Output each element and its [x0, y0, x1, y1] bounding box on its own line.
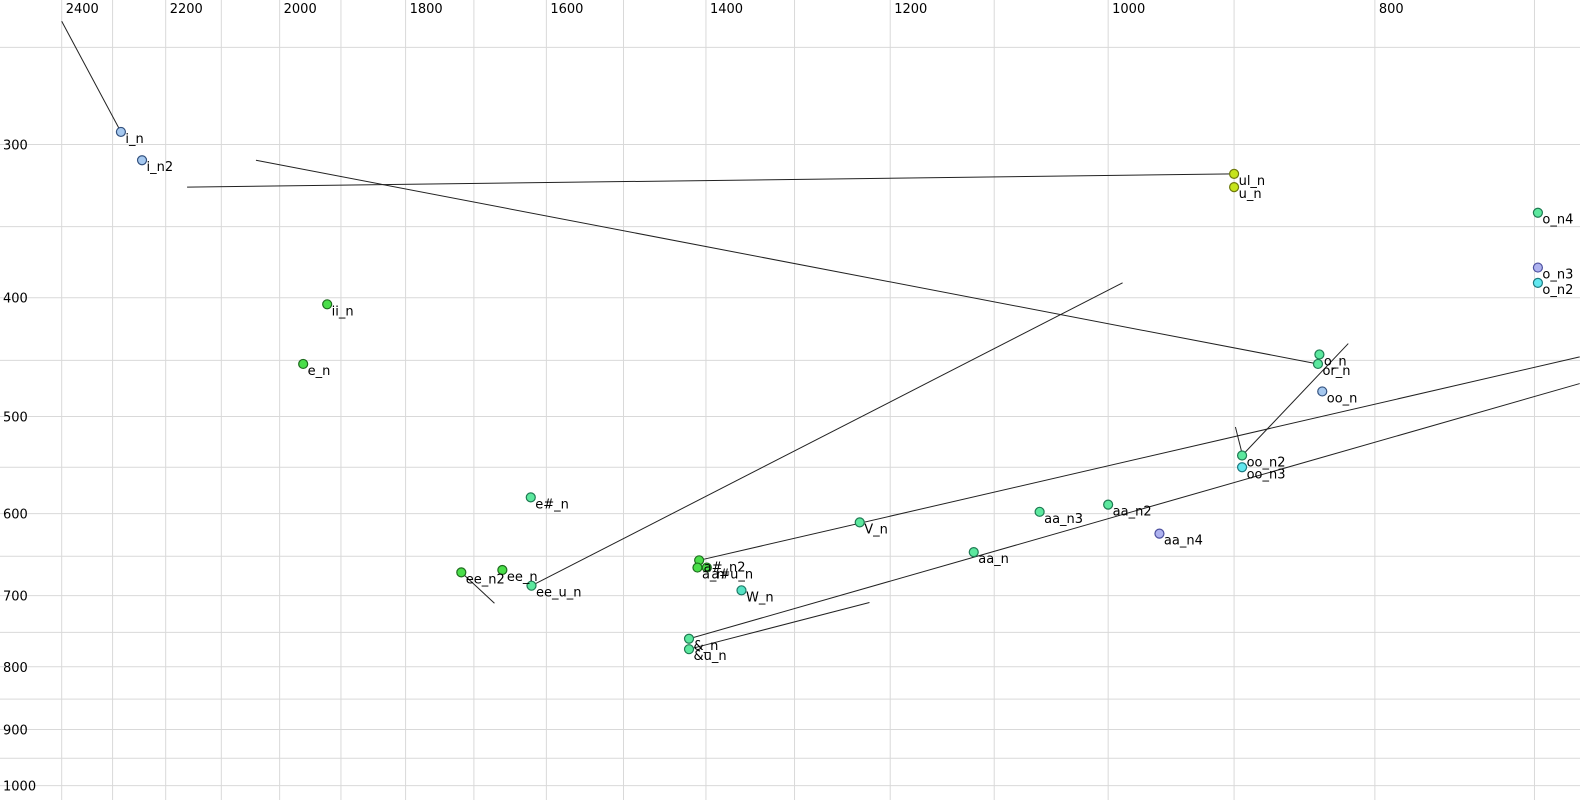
point-label-e_n: e_n	[308, 364, 331, 379]
point-or_n[interactable]	[1312, 358, 1324, 370]
y-tick-label-900: 900	[3, 724, 28, 739]
segment-ee_n2-short	[460, 571, 495, 604]
point-label-&_n: &_n	[694, 639, 719, 654]
point-e_n[interactable]	[298, 358, 309, 370]
x-tick-label-1400: 1400	[710, 2, 743, 17]
point-label-ee_u_n: ee_u_n	[536, 586, 581, 601]
point-label-ee_n: ee_n	[507, 570, 538, 585]
point-i_n2[interactable]	[136, 155, 148, 166]
point-label-V_n: V_n	[864, 522, 888, 537]
x-tick-label-1800: 1800	[410, 2, 443, 17]
data-points-layer	[115, 126, 1544, 655]
x-tick-label-1600: 1600	[550, 2, 583, 17]
point-label-o_n: o_n	[1324, 354, 1347, 369]
point-label-a_n: a_n	[702, 568, 725, 583]
segment-into-ee_u_n	[531, 282, 1123, 587]
segment-into-oo_n2-steep	[1241, 343, 1349, 456]
point-ee_n[interactable]	[497, 564, 508, 576]
y-tick-label-500: 500	[3, 411, 28, 426]
point-a_n[interactable]	[692, 562, 703, 573]
segment-&u_n-short	[688, 602, 870, 650]
x-tick-label-2200: 2200	[170, 2, 203, 17]
segment-&_n-to-edge	[688, 383, 1580, 640]
point-label-or_n: or_n	[1322, 364, 1350, 379]
point-label-W_n: W_n	[746, 590, 774, 605]
point-label-a#u_n: a#u_n	[711, 568, 753, 583]
point-label-o_n3: o_n3	[1542, 268, 1573, 283]
point-labels-layer: i_n i_n2 ul_nu_n o_n4 o_n3o_n2 ii_n e_n e#_n ee_…	[125, 132, 1573, 664]
point-V_n[interactable]	[854, 517, 865, 528]
x-tick-label-2400: 2400	[66, 2, 99, 17]
point-label-aa_n2: aa_n2	[1113, 505, 1152, 520]
segment-a#_n2-to-edge	[699, 356, 1580, 561]
segment-into-or_n	[255, 159, 1319, 365]
point-&_n[interactable]	[683, 633, 695, 644]
point-o_n4[interactable]	[1532, 207, 1544, 218]
point-i_n[interactable]	[115, 126, 127, 138]
axis-tick-labels-layer: 2400 2200 2000 1800 1600 1400 1200 1000 800 300 40…	[3, 2, 1404, 795]
x-tick-label-800: 800	[1379, 2, 1404, 17]
point-label-a#_n2: a#_n2	[704, 560, 746, 575]
point-aa_n4[interactable]	[1154, 528, 1165, 539]
point-a#u_n[interactable]	[701, 562, 712, 573]
segment-into-ul_n	[187, 173, 1235, 188]
point-label-aa_n4: aa_n4	[1164, 534, 1203, 549]
point-o_n3[interactable]	[1532, 262, 1544, 273]
point-label-ul_n: ul_n	[1239, 174, 1266, 189]
point-o_n[interactable]	[1314, 349, 1325, 360]
point-label-aa_n: aa_n	[978, 552, 1009, 567]
point-label-oo_n2: oo_n2	[1247, 456, 1286, 471]
point-&u_n[interactable]	[683, 644, 695, 655]
point-aa_n[interactable]	[968, 547, 979, 558]
point-W_n[interactable]	[736, 585, 747, 596]
y-tick-label-600: 600	[3, 508, 28, 523]
point-aa_n3[interactable]	[1034, 506, 1045, 517]
x-tick-label-2000: 2000	[284, 2, 317, 17]
point-label-i_n: i_n	[125, 132, 143, 147]
point-label-aa_n3: aa_n3	[1044, 512, 1083, 527]
point-label-i_n2: i_n2	[147, 160, 174, 175]
trajectory-lines-layer	[61, 20, 1580, 650]
point-label-e#_n: e#_n	[535, 497, 569, 512]
x-tick-label-1200: 1200	[894, 2, 927, 17]
y-tick-label-300: 300	[3, 139, 28, 154]
y-tick-label-700: 700	[3, 590, 28, 605]
point-ee_n2[interactable]	[456, 567, 467, 578]
segment-oo_n2-tick	[1234, 426, 1243, 454]
x-tick-label-1000: 1000	[1112, 2, 1145, 17]
point-label-ii_n: ii_n	[332, 304, 354, 319]
point-o_n2[interactable]	[1532, 277, 1544, 288]
point-label-oo_n: oo_n	[1327, 391, 1358, 406]
point-e#_n[interactable]	[525, 492, 536, 503]
point-u_n[interactable]	[1228, 182, 1240, 193]
y-tick-label-400: 400	[3, 292, 28, 307]
point-label-o_n2: o_n2	[1542, 283, 1573, 298]
point-label-ee_n2: ee_n2	[466, 572, 505, 587]
point-aa_n2[interactable]	[1103, 499, 1114, 510]
point-oo_n2[interactable]	[1236, 450, 1248, 461]
point-ee_u_n[interactable]	[526, 580, 537, 591]
point-label-o_n4: o_n4	[1542, 213, 1573, 228]
point-ii_n[interactable]	[322, 299, 333, 310]
y-tick-label-800: 800	[3, 661, 28, 676]
point-label-u_n: u_n	[1239, 187, 1262, 202]
y-tick-label-1000: 1000	[3, 780, 36, 795]
point-label-&u_n: &u_n	[694, 649, 727, 664]
point-oo_n3[interactable]	[1236, 462, 1248, 473]
point-oo_n[interactable]	[1317, 386, 1328, 397]
point-ul_n[interactable]	[1228, 168, 1240, 179]
point-label-oo_n3: oo_n3	[1247, 467, 1286, 482]
segment-into-i_n	[61, 20, 122, 133]
